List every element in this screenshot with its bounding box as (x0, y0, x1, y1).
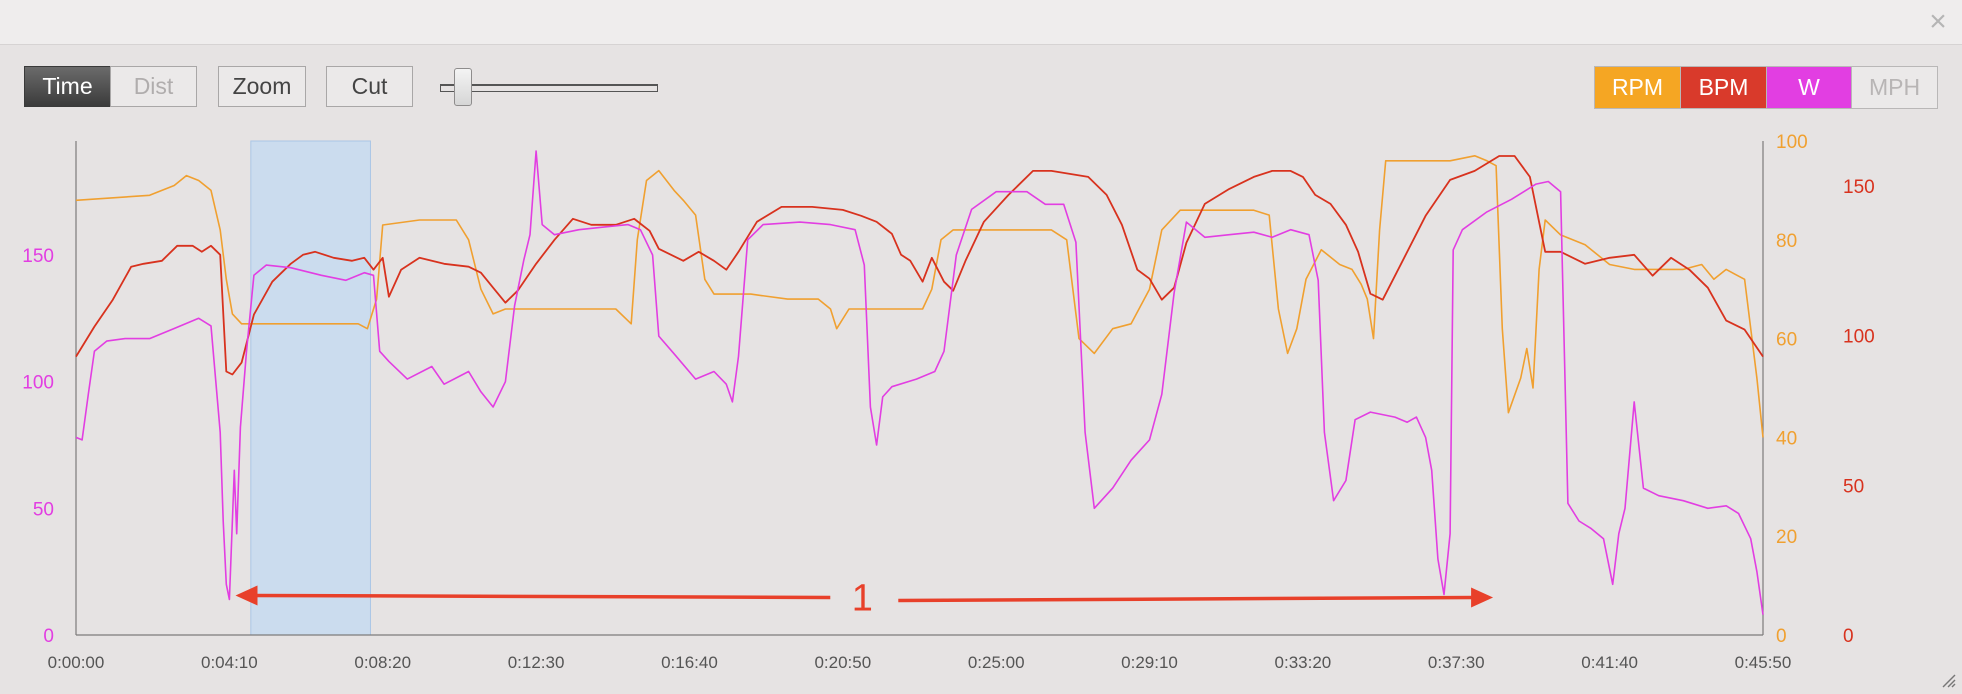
x-tick-label: 0:08:20 (354, 653, 411, 672)
x-tick-label: 0:16:40 (661, 653, 718, 672)
x-tick-label: 0:20:50 (814, 653, 871, 672)
x-tick-label: 0:45:50 (1735, 653, 1792, 672)
rpm-tick-label: 20 (1776, 527, 1797, 548)
bpm-tick-label: 100 (1843, 327, 1875, 348)
x-tick-label: 0:12:30 (508, 653, 565, 672)
x-tick-label: 0:04:10 (201, 653, 258, 672)
annotation: 1 (235, 577, 1494, 619)
bpm-tick-label: 0 (1843, 626, 1854, 647)
zoom-slider-thumb[interactable] (454, 68, 473, 106)
window-titlebar: × (0, 0, 1962, 45)
x-tick-label: 0:41:40 (1581, 653, 1638, 672)
annotation-arrowhead-right (1471, 587, 1494, 608)
bpm-tick-label: 50 (1843, 476, 1864, 497)
rpm-metric-button[interactable]: RPM (1594, 66, 1681, 109)
bpm-metric-button[interactable]: BPM (1680, 66, 1767, 109)
rpm-tick-label: 80 (1776, 231, 1797, 252)
zoom-button[interactable]: Zoom (218, 66, 306, 107)
selection-region[interactable] (250, 140, 371, 636)
watts-metric-button[interactable]: W (1766, 66, 1852, 109)
w-tick-label: 50 (33, 499, 54, 520)
bpm-series-line (75, 155, 1764, 376)
time-toggle-button[interactable]: Time (24, 66, 111, 107)
watts-series-line (75, 150, 1764, 615)
zoom-slider-track[interactable] (440, 84, 658, 92)
x-tick-label: 0:29:10 (1121, 653, 1178, 672)
x-tick-label: 0:00:00 (48, 653, 105, 672)
annotation-arrowhead-left (235, 585, 258, 606)
bpm-tick-label: 150 (1843, 177, 1875, 198)
annotation-label: 1 (852, 577, 873, 619)
resize-grip-icon[interactable] (1940, 672, 1956, 688)
rpm-tick-label: 40 (1776, 428, 1797, 449)
mph-metric-button[interactable]: MPH (1851, 66, 1938, 109)
w-tick-label: 0 (43, 626, 54, 647)
x-tick-label: 0:37:30 (1428, 653, 1485, 672)
annotation-arrow-right (898, 595, 1476, 603)
rpm-tick-label: 0 (1776, 626, 1787, 647)
cut-button[interactable]: Cut (326, 66, 413, 107)
x-tick-label: 0:33:20 (1275, 653, 1332, 672)
rpm-tick-label: 60 (1776, 330, 1797, 351)
w-tick-label: 100 (22, 373, 54, 394)
annotation-arrow-left (253, 593, 831, 600)
x-tick-label: 0:25:00 (968, 653, 1025, 672)
rpm-tick-label: 100 (1776, 132, 1808, 153)
dist-toggle-button[interactable]: Dist (110, 66, 197, 107)
w-tick-label: 150 (22, 246, 54, 267)
close-icon[interactable]: × (1929, 5, 1947, 38)
rpm-series-line (75, 155, 1764, 438)
